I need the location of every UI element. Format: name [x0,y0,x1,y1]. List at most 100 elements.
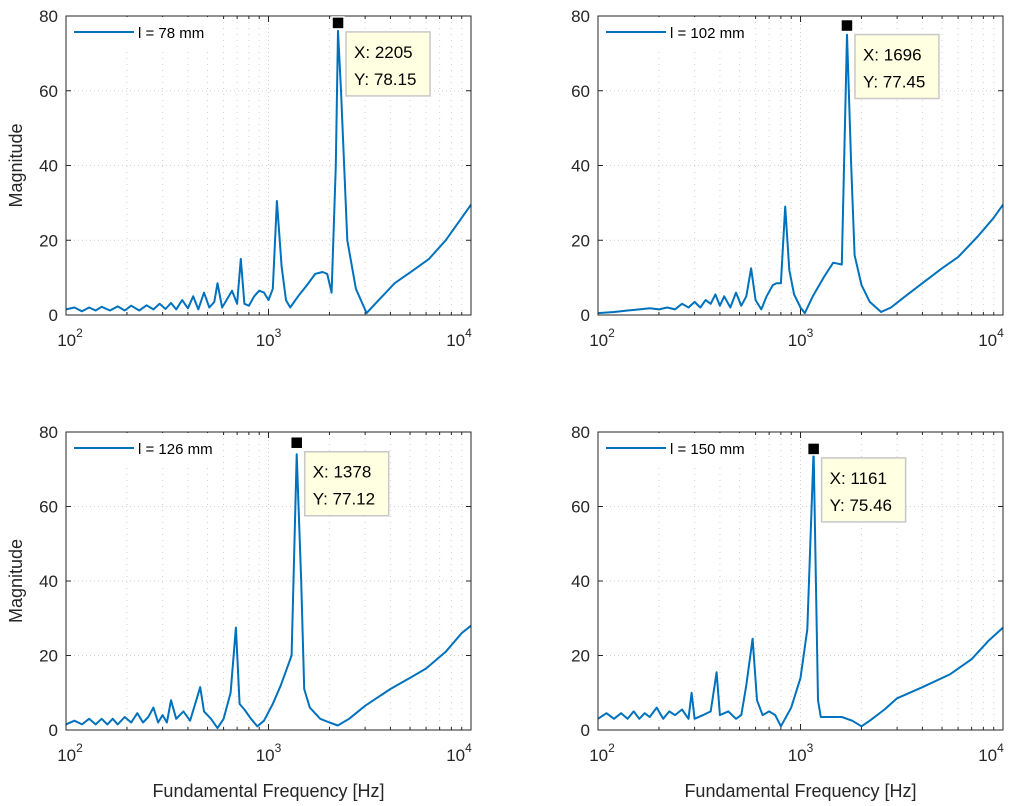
datatip-x: X: 1378 [313,463,372,482]
datatip-marker [289,435,304,450]
series-line [65,453,472,730]
x-tick-label: 104 [446,741,472,765]
x-tick-base: 10 [57,746,76,765]
x-tick-base: 10 [589,746,608,765]
y-tick-label: 80 [39,7,58,26]
datatip-y: Y: 78.15 [354,70,416,89]
x-tick-base: 10 [57,331,76,350]
series-line [597,449,1004,728]
legend: l = 78 mm [67,17,222,49]
datatip: X: 1378 Y: 77.12 [289,435,390,517]
datatip: X: 1161 Y: 75.46 [806,442,907,523]
grid [598,16,1003,315]
datatip-x: X: 1161 [830,469,887,488]
legend: l = 126 mm [67,433,222,465]
datatip-marker [806,442,821,456]
x-tick-exponent: 4 [997,326,1004,340]
y-tick-label: 20 [571,231,590,250]
y-tick-label: 40 [571,572,590,591]
x-tick-base: 10 [978,746,997,765]
y-tick-label: 20 [39,647,58,666]
y-tick-label: 80 [39,423,58,442]
x-tick-label: 102 [57,741,83,765]
x-tick-exponent: 4 [997,741,1004,755]
x-tick-exponent: 3 [275,741,282,755]
y-tick-label: 40 [39,157,58,176]
y-tick-label: 80 [571,423,590,442]
x-tick-label: 104 [978,741,1004,765]
series-line [65,29,472,315]
legend-label: l = 126 mm [138,441,213,458]
y-tick-label: 20 [39,231,58,250]
datatip-box [820,457,907,523]
x-tick-exponent: 2 [76,741,83,755]
x-tick-label: 103 [788,326,814,350]
grid [66,432,471,730]
y-tick-label: 60 [571,498,590,517]
y-tick-label: 80 [571,7,590,26]
x-tick-exponent: 2 [608,741,615,755]
y-tick-label: 40 [39,572,58,591]
grid [598,432,1003,730]
y-tick-label: 0 [581,306,590,325]
y-tick-label: 40 [571,157,590,176]
y-tick-label: 60 [571,82,590,101]
datatip: X: 2205 Y: 78.15 [331,16,431,97]
y-tick-label: 0 [49,306,58,325]
datatip-y: Y: 75.46 [830,496,892,515]
datatip-box [345,31,431,97]
datatip-y: Y: 77.12 [313,490,375,509]
x-tick-base: 10 [589,331,608,350]
x-tick-label: 104 [446,326,472,350]
x-tick-exponent: 3 [807,741,814,755]
y-tick-label: 0 [581,721,590,740]
legend-label: l = 78 mm [138,25,204,42]
legend-label: l = 102 mm [670,25,745,42]
y-axis-title: Magnitude [6,123,26,207]
x-tick-exponent: 3 [275,326,282,340]
datatip-marker [840,18,854,33]
datatip-box [854,33,940,100]
y-tick-label: 60 [39,498,58,517]
series-line [597,33,1004,315]
x-tick-base: 10 [256,331,275,350]
x-tick-exponent: 4 [465,326,472,340]
datatip-box [303,450,390,517]
legend: l = 102 mm [599,17,754,49]
datatip-marker [331,16,345,30]
x-tick-base: 10 [788,746,807,765]
x-tick-base: 10 [978,331,997,350]
x-axis-title: Fundamental Frequency [Hz] [684,781,916,801]
x-tick-base: 10 [788,331,807,350]
x-tick-exponent: 4 [465,741,472,755]
datatip: X: 1696 Y: 77.45 [840,18,940,100]
x-tick-label: 103 [788,741,814,765]
x-tick-label: 103 [256,741,282,765]
x-tick-label: 103 [256,326,282,350]
y-tick-label: 0 [49,721,58,740]
x-tick-exponent: 2 [76,326,83,340]
y-tick-label: 60 [39,82,58,101]
datatip-y: Y: 77.45 [863,73,925,92]
x-tick-label: 102 [589,741,615,765]
datatip-x: X: 2205 [354,43,413,62]
legend-label: l = 150 mm [670,441,745,458]
x-tick-label: 102 [57,326,83,350]
datatip-x: X: 1696 [863,46,922,65]
y-axis-title: Magnitude [6,539,26,623]
x-tick-exponent: 2 [608,326,615,340]
x-tick-label: 104 [978,326,1004,350]
x-tick-exponent: 3 [807,326,814,340]
x-tick-base: 10 [256,746,275,765]
x-axis-title: Fundamental Frequency [Hz] [152,781,384,801]
x-tick-label: 102 [589,326,615,350]
legend: l = 150 mm [599,433,754,465]
y-tick-label: 20 [571,647,590,666]
x-tick-base: 10 [446,746,465,765]
x-tick-base: 10 [446,331,465,350]
